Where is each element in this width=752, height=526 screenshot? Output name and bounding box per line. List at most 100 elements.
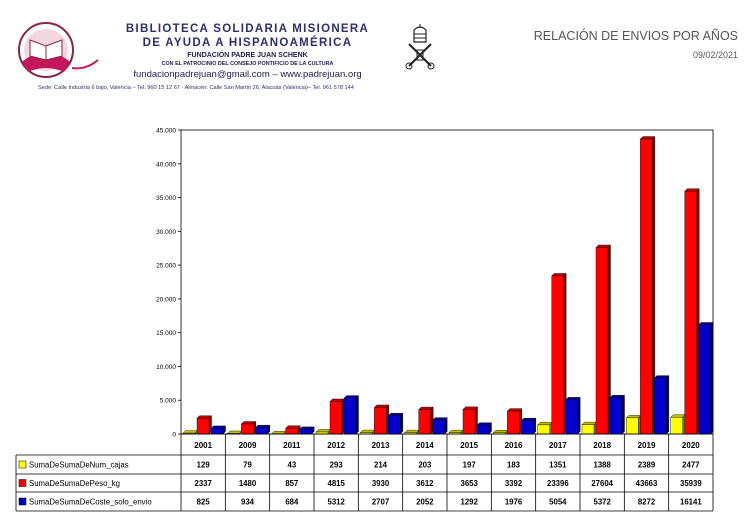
data-label: 1292 [460,498,478,507]
y-tick-label: 10.000 [156,364,176,371]
category-label: 2009 [239,441,257,450]
data-label: 27604 [591,479,613,488]
data-label: 2337 [194,479,211,488]
bar-SumaDeSumaDeCoste_solo_envio-2019 [654,377,667,435]
legend-label: SumaDeSumaDeCoste_solo_envio [29,498,152,507]
legend-swatch [18,460,27,469]
report-date: 09/02/2021 [692,50,738,60]
data-label: 857 [285,479,298,488]
data-label: 2707 [372,498,389,507]
report-header: BIBLIOTECA SOLIDARIA MISIONERA DE AYUDA … [0,0,752,100]
data-label: 8272 [638,498,656,507]
data-label: 3930 [372,479,390,488]
bar-SumaDeSumaDePeso_kg-2018 [595,247,609,435]
data-label: 684 [285,498,299,507]
bar-side [400,412,404,435]
y-tick-label: 15.000 [156,330,176,337]
papal-crest-icon [403,24,437,77]
data-label: 2477 [682,461,699,470]
bar-SumaDeSumaDePeso_kg-2001 [196,418,210,435]
data-label: 43663 [636,479,658,488]
address-line: Sede: Calle Industria 6 bajo, Valencia –… [38,85,354,91]
org-name-line1: BIBLIOTECA SOLIDARIA MISIONERA [125,23,370,35]
bar-SumaDeSumaDePeso_kg-2012 [329,401,343,435]
bar-side [621,394,625,435]
category-label: 2019 [638,441,656,450]
bar-SumaDeSumaDeCoste_solo_envio-2011 [299,429,312,435]
data-label: 4815 [327,479,345,488]
bar-side [710,321,714,435]
report-title: RELACIÓN DE ENVIOS POR AÑOS [533,29,738,43]
patronage-text: CON EL PATROCINIO DEL CONSEJO PONTIFICIO… [161,61,334,67]
legend-swatch [18,497,27,506]
y-tick-label: 5.000 [160,398,177,405]
data-label: 1351 [549,461,567,470]
category-label: 2013 [372,441,390,450]
data-label: 5312 [327,498,345,507]
y-tick-label: 40.000 [156,161,176,168]
data-label: 197 [463,461,476,470]
bar-side [577,396,581,435]
bar-SumaDeSumaDeCoste_solo_envio-2001 [210,428,224,435]
bar-side [666,375,670,435]
data-label: 214 [374,461,388,470]
category-label: 2011 [283,441,301,450]
bar-SumaDeSumaDeCoste_solo_envio-2012 [343,397,357,435]
bar-SumaDeSumaDeNum_cajas-2017 [537,424,550,435]
data-label: 5372 [593,498,611,507]
bar-SumaDeSumaDeCoste_solo_envio-2020 [698,324,711,435]
data-label: 43 [287,461,296,470]
data-label: 183 [507,461,521,470]
bar-SumaDeSumaDeCoste_solo_envio-2018 [609,397,623,435]
bar-SumaDeSumaDePeso_kg-2011 [285,428,298,435]
bar-SumaDeSumaDePeso_kg-2009 [241,423,254,435]
bar-side [533,417,537,435]
bar-SumaDeSumaDePeso_kg-2014 [418,409,431,435]
legend-swatch [18,479,27,487]
bar-SumaDeSumaDeCoste_solo_envio-2009 [255,427,268,435]
bar-SumaDeSumaDeCoste_solo_envio-2014 [432,419,445,435]
data-label: 2052 [416,498,434,507]
y-tick-label: 25.000 [156,263,176,270]
bar-SumaDeSumaDeCoste_solo_envio-2017 [565,399,578,435]
bar-SumaDeSumaDeNum_cajas-2018 [581,424,595,435]
contact-line: fundacionpadrejuan@gmail.com – www.padre… [133,69,362,80]
legend-label: SumaDeSumaDeNum_cajas [29,461,129,470]
bar-SumaDeSumaDeCoste_solo_envio-2013 [388,415,401,435]
data-label: 1388 [593,461,611,470]
data-label: 129 [197,461,211,470]
bar-SumaDeSumaDeNum_cajas-2020 [670,417,683,435]
org-name-line2: DE AYUDA A HISPANOAMÉRICA [142,37,353,49]
category-label: 2014 [416,441,434,450]
category-label: 2016 [505,441,523,450]
bar-SumaDeSumaDeCoste_solo_envio-2016 [521,420,534,435]
data-label: 3392 [505,479,523,488]
y-tick-label: 0 [172,432,176,439]
category-label: 2015 [460,441,478,450]
plot-frame [180,129,714,435]
hands-book-logo [12,20,108,91]
bar-SumaDeSumaDePeso_kg-2013 [374,407,387,435]
bar-SumaDeSumaDeCoste_solo_envio-2015 [476,425,490,435]
data-label: 203 [418,461,432,470]
data-label: 1976 [505,498,523,507]
y-tick-label: 35.000 [156,195,176,202]
data-label: 3612 [416,479,434,488]
data-label: 3653 [460,479,478,488]
data-label: 825 [197,498,211,507]
bar-side [355,395,359,435]
data-label: 2389 [638,461,656,470]
data-label: 1480 [239,479,257,488]
data-label: 934 [241,498,255,507]
y-tick-label: 30.000 [156,229,176,236]
category-label: 2020 [682,441,700,450]
bar-SumaDeSumaDePeso_kg-2020 [684,191,697,435]
data-label: 35939 [680,479,702,488]
data-label: 16141 [680,498,702,507]
bar-side [444,417,448,435]
bar-SumaDeSumaDePeso_kg-2019 [640,138,653,435]
data-label: 23396 [547,479,569,488]
data-label: 293 [330,461,344,470]
y-tick-label: 45.000 [156,128,176,135]
